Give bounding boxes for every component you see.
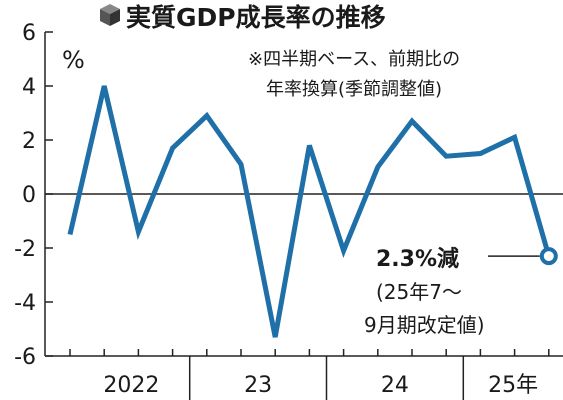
y-tick-label: 0 bbox=[22, 183, 36, 208]
annotation-sub-line-2: 9月期改定値) bbox=[364, 313, 485, 337]
series-group bbox=[67, 85, 558, 338]
y-tick-label: 4 bbox=[22, 75, 36, 100]
subtitle-line-1: ※四半期ベース、前期比の bbox=[248, 49, 460, 70]
chart-title: 実質GDP成長率の推移 bbox=[126, 3, 386, 32]
last-data-point bbox=[539, 247, 558, 266]
y-tick-label: -6 bbox=[14, 345, 36, 370]
y-tick-label: -4 bbox=[14, 291, 36, 316]
x-axis: 2022 23 24 25年 bbox=[45, 349, 563, 400]
y-tick-label: 6 bbox=[22, 21, 36, 46]
x-group-label: 23 bbox=[244, 373, 272, 398]
x-group-label: 25年 bbox=[488, 373, 538, 398]
cube-icon bbox=[100, 4, 120, 26]
y-tick-label: 2 bbox=[22, 129, 36, 154]
annotation-sub-line-1: (25年7〜 bbox=[376, 280, 462, 304]
series-line bbox=[67, 85, 552, 338]
unit-label: % bbox=[62, 46, 85, 74]
x-group-label: 24 bbox=[381, 373, 409, 398]
y-tick-label: -2 bbox=[14, 237, 36, 262]
annotation-main: 2.3%減 bbox=[376, 247, 459, 272]
subtitle-line-2: 年率換算(季節調整値) bbox=[266, 79, 442, 100]
x-group-label: 2022 bbox=[103, 373, 159, 398]
